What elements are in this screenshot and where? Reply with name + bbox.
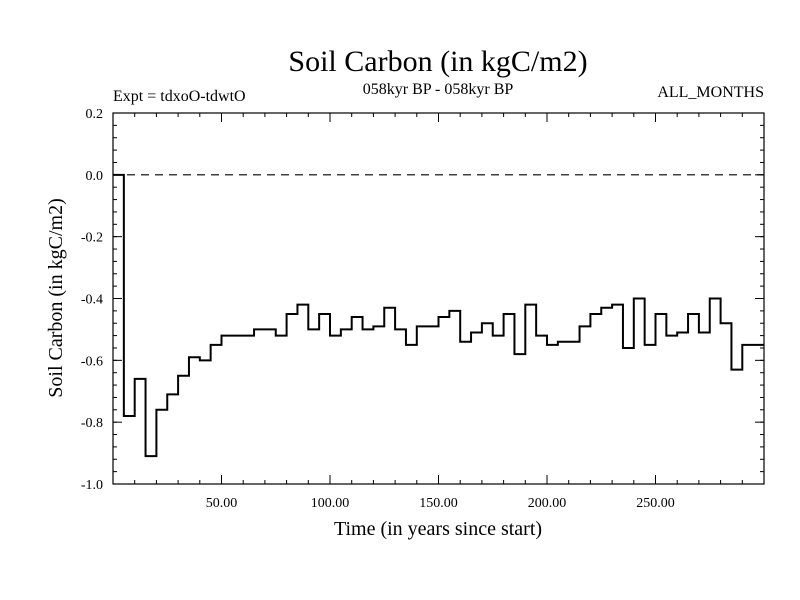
y-axis-label: Soil Carbon (in kgC/m2) — [45, 198, 67, 397]
series-line — [113, 173, 764, 458]
x-tick-label: 250.00 — [636, 496, 675, 511]
x-tick-label: 200.00 — [528, 496, 567, 511]
y-tick-label: -0.4 — [81, 293, 103, 308]
x-tick-label: 100.00 — [311, 496, 350, 511]
y-tick-label: 0.2 — [86, 107, 104, 122]
axis-ticks — [113, 112, 764, 485]
months-label: ALL_MONTHS — [657, 84, 764, 101]
x-axis-label: Time (in years since start) — [334, 518, 542, 540]
experiment-label: Expt = tdxoO-tdwtO — [113, 88, 246, 105]
x-tick-labels: 50.00 100.00 150.00 200.00 250.00 — [206, 496, 675, 511]
y-tick-label: -0.8 — [81, 416, 103, 431]
x-tick-label: 50.00 — [206, 496, 238, 511]
y-tick-label: 0.0 — [86, 169, 104, 184]
y-tick-labels: 0.2 0.0 -0.2 -0.4 -0.6 -0.8 -1.0 — [81, 107, 103, 493]
y-tick-label: -1.0 — [81, 478, 103, 493]
y-tick-label: -0.6 — [81, 354, 103, 369]
y-tick-label: -0.2 — [81, 231, 103, 246]
chart-title: Soil Carbon (in kgC/m2) — [288, 45, 587, 78]
x-tick-label: 150.00 — [419, 496, 458, 511]
plot-frame — [112, 112, 765, 485]
period-label: 058kyr BP - 058kyr BP — [363, 81, 514, 98]
